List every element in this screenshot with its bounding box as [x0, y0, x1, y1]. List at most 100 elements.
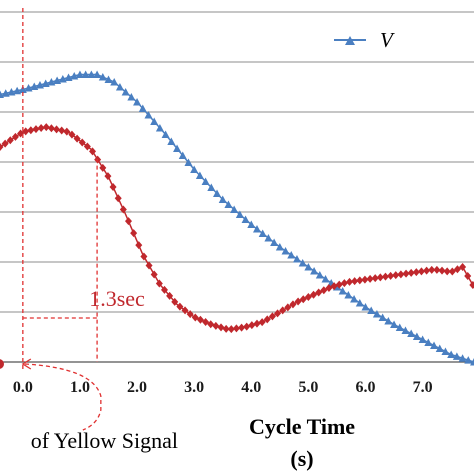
duration-label: 1.3sec: [89, 286, 145, 311]
diamond-marker: [356, 276, 364, 285]
marker-lines: [0, 8, 102, 431]
diamond-marker: [145, 261, 153, 270]
diamond-marker: [6, 136, 14, 145]
diamond-marker: [47, 124, 55, 133]
gridlines: [0, 11, 474, 313]
diamond-marker: [371, 274, 379, 283]
diamond-marker: [109, 183, 117, 191]
triangle-marker: [13, 86, 22, 95]
series-layer: [0, 70, 474, 366]
triangle-marker: [213, 189, 222, 197]
triangle-marker: [304, 263, 313, 271]
triangle-marker: [201, 177, 210, 185]
x-tick-label: 2.0: [127, 379, 147, 396]
diamond-marker: [99, 163, 107, 172]
diamond-marker: [160, 285, 168, 294]
triangle-marker: [361, 303, 370, 311]
diamond-marker: [191, 313, 199, 322]
diamond-marker: [315, 288, 323, 297]
diamond-marker: [274, 309, 282, 318]
triangle-marker: [355, 299, 364, 307]
triangle-marker: [395, 323, 404, 331]
triangle-marker: [407, 329, 416, 337]
diamond-marker: [186, 310, 194, 319]
diamond-marker: [114, 194, 122, 203]
triangle-marker: [464, 356, 473, 364]
diamond-marker: [351, 277, 359, 286]
diamond-marker: [104, 172, 112, 181]
triangle-marker: [167, 137, 176, 145]
diamond-marker: [171, 297, 179, 306]
triangle-marker: [470, 358, 474, 366]
diamond-marker: [124, 217, 132, 226]
x-axis-title: Cycle Time: [249, 414, 355, 439]
diamond-marker: [207, 320, 215, 329]
triangle-marker: [127, 93, 136, 101]
diamond-marker: [366, 274, 374, 283]
diamond-marker: [268, 312, 276, 321]
triangle-marker: [230, 205, 239, 213]
diamond-marker: [469, 281, 474, 289]
diamond-marker: [335, 280, 343, 289]
triangle-marker: [184, 158, 193, 166]
triangle-marker: [121, 88, 130, 96]
diamond-marker: [294, 297, 302, 306]
triangle-marker: [173, 144, 182, 152]
yellow-signal-annotation: of Yellow Signal: [31, 428, 178, 453]
triangle-marker: [161, 130, 170, 138]
diamond-marker: [310, 290, 318, 299]
diamond-marker: [22, 127, 30, 136]
pointer-leader-line: [24, 363, 102, 431]
triangle-marker: [133, 98, 142, 106]
diamond-marker: [32, 125, 40, 134]
triangle-marker: [115, 83, 124, 91]
diamond-marker: [212, 321, 220, 330]
diamond-marker: [140, 252, 148, 261]
diamond-marker: [63, 127, 71, 136]
diamond-marker: [448, 267, 456, 276]
triangle-marker: [424, 338, 433, 346]
triangle-marker: [281, 247, 290, 255]
triangle-marker: [412, 332, 421, 340]
triangle-marker: [190, 165, 199, 173]
diamond-marker: [392, 271, 400, 280]
triangle-marker: [93, 70, 102, 78]
diamond-marker: [222, 324, 230, 333]
diamond-marker: [299, 295, 307, 304]
triangle-marker: [178, 151, 187, 159]
diamond-marker: [428, 265, 436, 274]
diamond-marker: [402, 269, 410, 278]
diamond-marker: [417, 267, 425, 276]
diamond-marker: [119, 205, 127, 214]
triangle-marker: [390, 320, 399, 328]
legend-series-marker-fragment: [0, 359, 4, 369]
triangle-marker: [207, 183, 216, 191]
triangle-marker: [310, 267, 319, 275]
triangle-marker: [104, 75, 113, 83]
triangle-marker: [81, 70, 90, 78]
triangle-marker: [270, 238, 279, 246]
triangle-marker: [338, 287, 347, 295]
diamond-marker: [330, 282, 338, 291]
diamond-marker: [78, 138, 86, 147]
diamond-marker: [361, 275, 369, 284]
diamond-marker: [238, 323, 246, 332]
diamond-marker: [438, 266, 446, 275]
triangle-marker: [435, 344, 444, 352]
diamond-marker: [381, 272, 389, 281]
diamond-marker: [340, 279, 348, 288]
diamond-marker: [289, 300, 297, 309]
triangle-marker: [275, 243, 284, 251]
triangle-marker: [441, 347, 450, 355]
diamond-marker: [284, 303, 292, 312]
diamond-marker: [11, 132, 19, 141]
diamond-marker: [89, 147, 97, 156]
x-tick-label: 0.0: [13, 379, 33, 396]
triangle-marker: [350, 295, 359, 303]
x-tick-labels: 0.0 1.0 2.0 3.0 4.0 5.0 6.0 7.0: [13, 379, 433, 396]
diamond-marker: [135, 241, 143, 250]
triangle-marker: [372, 310, 381, 318]
triangle-marker: [87, 70, 96, 78]
diamond-marker: [464, 272, 472, 280]
